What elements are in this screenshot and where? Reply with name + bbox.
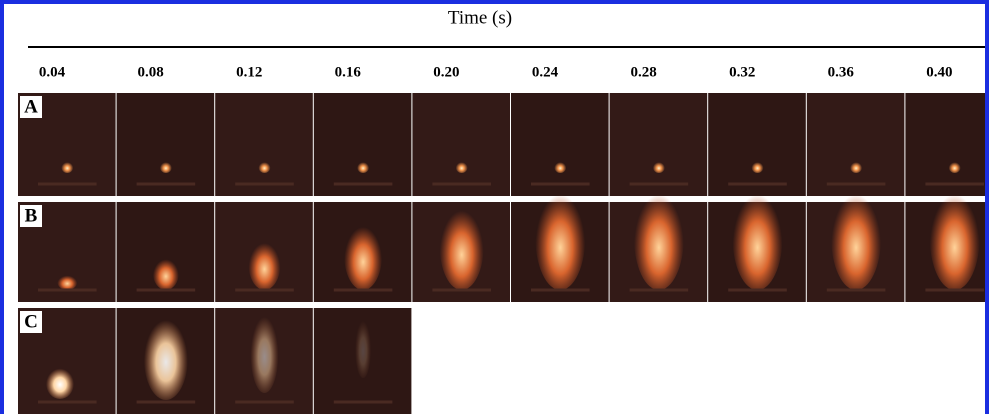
row-label: B bbox=[25, 205, 38, 226]
flame bbox=[752, 161, 764, 173]
flame bbox=[153, 256, 179, 290]
flame bbox=[850, 161, 862, 173]
row-label: A bbox=[24, 96, 38, 117]
frame bbox=[412, 93, 510, 196]
flame bbox=[653, 161, 665, 173]
time-label: 0.08 bbox=[137, 64, 163, 80]
frame bbox=[511, 93, 609, 196]
frame bbox=[314, 93, 412, 196]
time-label: 0.36 bbox=[828, 64, 855, 80]
frame bbox=[807, 93, 905, 196]
flame bbox=[535, 184, 585, 290]
flame bbox=[344, 220, 382, 290]
flame bbox=[355, 318, 371, 378]
figure: Time (s) 0.04 0.08 0.12 0.16 0.20 0.24 0.28 0.3… bbox=[0, 0, 989, 414]
row-label: C bbox=[24, 311, 38, 332]
flame bbox=[733, 184, 783, 290]
time-label: 0.16 bbox=[335, 64, 362, 80]
flame bbox=[949, 161, 961, 173]
flame bbox=[46, 367, 74, 399]
flame bbox=[634, 184, 684, 290]
flame bbox=[259, 161, 271, 173]
flame bbox=[440, 202, 484, 290]
time-label: 0.04 bbox=[39, 64, 66, 80]
frame bbox=[708, 93, 806, 196]
flame bbox=[144, 316, 188, 400]
flame bbox=[456, 161, 468, 173]
flame bbox=[251, 313, 279, 393]
flame bbox=[249, 238, 281, 290]
time-label: 0.12 bbox=[236, 64, 262, 80]
flame bbox=[930, 184, 980, 290]
frame bbox=[905, 93, 989, 196]
time-label: 0.24 bbox=[532, 64, 559, 80]
flame bbox=[57, 274, 77, 290]
frame bbox=[610, 93, 708, 196]
flame bbox=[357, 161, 369, 173]
flame bbox=[160, 161, 172, 173]
flame bbox=[831, 184, 881, 290]
time-label: 0.32 bbox=[729, 64, 755, 80]
frame bbox=[117, 93, 215, 196]
flame bbox=[61, 161, 73, 173]
time-label: 0.28 bbox=[630, 64, 656, 80]
frame-row: A bbox=[18, 93, 989, 196]
time-label: 0.40 bbox=[926, 64, 952, 80]
time-label: 0.20 bbox=[433, 64, 459, 80]
frame bbox=[215, 93, 313, 196]
flame bbox=[554, 161, 566, 173]
header-title: Time (s) bbox=[448, 7, 512, 28]
